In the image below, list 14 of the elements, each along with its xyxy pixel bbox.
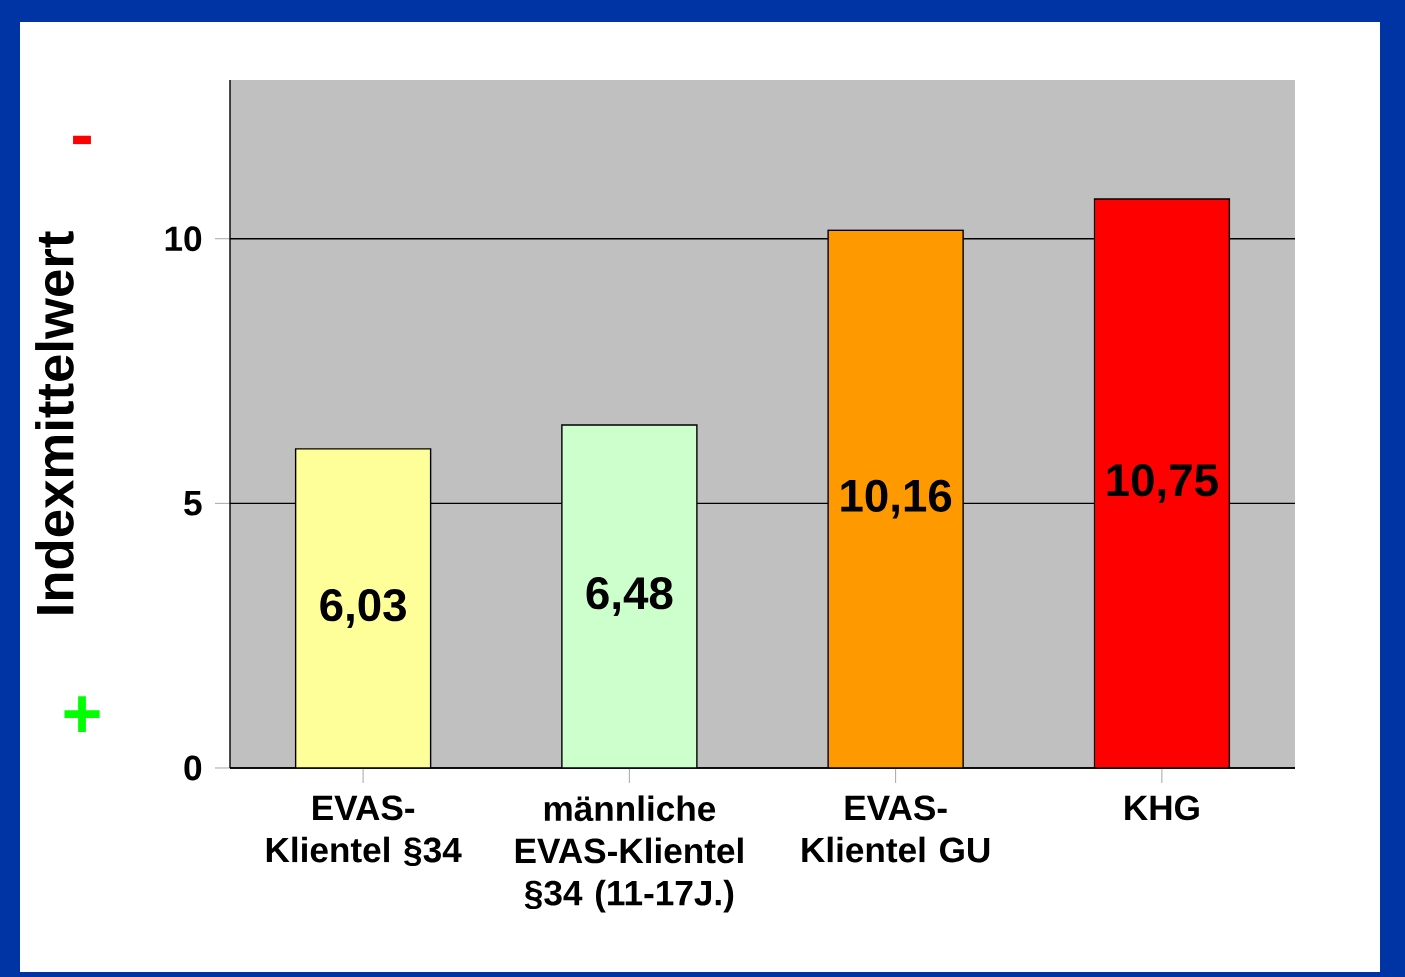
data-label: 10,16 — [841, 479, 952, 519]
data-label: 6,48 — [586, 577, 673, 616]
y-tick-label: 5 — [184, 491, 202, 516]
x-tick-label: KHG — [1125, 795, 1199, 821]
x-tick-label: männliche EVAS-Klientel §34 (11-17J.) — [515, 795, 743, 913]
x-tick-label: EVAS-Klientel §34 — [266, 795, 462, 867]
y-axis-title: Indexmittelwert — [35, 231, 74, 614]
text: + — [64, 696, 100, 733]
data-label: 10,75 — [1107, 464, 1218, 503]
data-label: 6,03 — [320, 588, 406, 628]
y-tick-label: 10 — [165, 226, 202, 252]
y-tick-label: 0 — [184, 755, 202, 781]
x-tick-label: EVAS-Klientel GU — [802, 795, 990, 863]
text: - — [73, 135, 91, 145]
